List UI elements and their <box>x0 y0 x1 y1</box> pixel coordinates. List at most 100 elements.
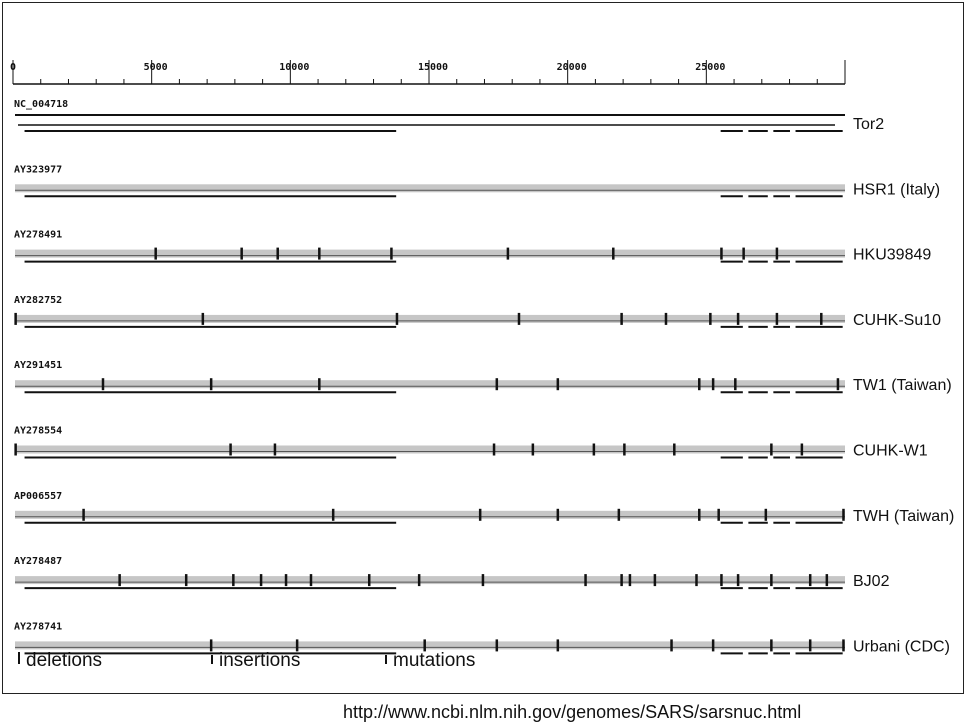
variant-mark <box>808 639 812 652</box>
strain-label: CUHK-W1 <box>853 443 928 460</box>
axis-tick-label: 0 <box>10 62 16 73</box>
genome-track: AY278741 Urbani (CDC) <box>14 621 950 655</box>
genome-bar <box>15 641 845 650</box>
variant-mark <box>417 574 421 587</box>
variant-mark <box>584 574 587 587</box>
deletion-mark-icon <box>18 652 20 664</box>
variant-mark <box>556 639 560 652</box>
variant-mark <box>423 639 426 652</box>
variant-mark <box>209 378 213 391</box>
legend-insertions-label: insertions <box>219 650 301 671</box>
variant-mark <box>770 639 773 652</box>
genome-track: NC_004718 Tor2 <box>14 99 884 133</box>
axis-tick-label: 15000 <box>418 62 448 73</box>
variant-mark <box>842 508 845 521</box>
variant-mark <box>82 508 85 521</box>
variant-mark <box>709 312 712 325</box>
legend-deletions-label: deletions <box>26 650 103 671</box>
variant-mark <box>736 312 740 325</box>
genome-bar <box>15 184 845 193</box>
variant-mark <box>770 443 773 456</box>
variant-mark <box>367 574 371 587</box>
axis-tick-label: 20000 <box>557 62 587 73</box>
variant-mark <box>620 312 623 325</box>
strain-label: HSR1 (Italy) <box>853 181 940 198</box>
genome-bar <box>15 445 845 454</box>
genome-track: AY282752 CUHK-Su10 <box>14 295 941 329</box>
variant-mark <box>14 312 17 325</box>
variant-mark <box>711 639 715 652</box>
genome-track: AY278554 CUHK-W1 <box>14 426 928 460</box>
variant-mark <box>775 312 779 325</box>
variant-mark <box>670 639 673 652</box>
variant-mark <box>154 247 157 260</box>
variant-mark <box>517 312 521 325</box>
variant-mark <box>617 508 621 521</box>
genome-track: AY278487 BJ02 <box>14 556 890 590</box>
variant-mark <box>736 574 740 587</box>
variant-mark <box>770 574 773 587</box>
variant-mark <box>836 378 840 391</box>
genome-bar <box>15 576 845 585</box>
variant-mark <box>506 247 510 260</box>
variant-mark <box>284 574 288 587</box>
variant-mark <box>240 247 243 260</box>
genome-accession: AY278487 <box>14 556 62 567</box>
variant-mark <box>395 312 399 325</box>
position-axis: 0 5000 10000 15000 20000 25000 <box>10 60 846 85</box>
genome-bar <box>15 510 845 519</box>
variant-mark <box>673 443 676 456</box>
axis-tick-label: 5000 <box>144 62 168 73</box>
variant-mark <box>711 378 715 391</box>
axis-tick-label: 25000 <box>695 62 725 73</box>
source-url-link[interactable]: http://www.ncbi.nlm.nih.gov/genomes/SARS… <box>343 702 802 722</box>
variant-mark <box>820 312 823 325</box>
variant-mark <box>318 378 321 391</box>
strain-label: CUHK-Su10 <box>853 312 941 329</box>
variant-mark <box>664 312 668 325</box>
variant-mark <box>808 574 812 587</box>
variant-mark <box>698 508 701 521</box>
variant-mark <box>209 639 213 652</box>
variant-mark <box>825 574 829 587</box>
genome-bar <box>15 314 845 323</box>
variant-mark <box>259 574 263 587</box>
figure-frame <box>2 2 964 694</box>
genome-accession: AP006557 <box>14 491 62 502</box>
variant-mark <box>764 508 768 521</box>
variant-mark <box>742 247 745 260</box>
variant-mark <box>695 574 698 587</box>
genome-accession: AY282752 <box>14 295 62 306</box>
variant-mark <box>331 508 335 521</box>
variant-mark <box>734 378 737 391</box>
variant-mark <box>720 574 723 587</box>
variant-mark <box>775 247 779 260</box>
variant-mark <box>717 508 720 521</box>
strain-label: TW1 (Taiwan) <box>853 377 952 394</box>
genome-accession: NC_004718 <box>14 99 68 110</box>
variant-mark <box>295 639 299 652</box>
genome-accession: AY291451 <box>14 360 62 371</box>
strain-label: Tor2 <box>853 116 884 133</box>
variant-mark <box>531 443 535 456</box>
variant-mark <box>800 443 804 456</box>
genome-bar <box>15 249 845 258</box>
variant-mark <box>118 574 121 587</box>
variant-mark <box>495 639 499 652</box>
genome-bar <box>15 380 845 389</box>
variant-mark <box>232 574 235 587</box>
genome-accession: AY278741 <box>14 621 62 632</box>
legend-insertions: insertions <box>211 650 300 672</box>
genome-track: AY278491 HKU39849 <box>14 230 931 264</box>
variant-mark <box>623 443 626 456</box>
variant-mark <box>698 378 701 391</box>
legend-deletions: deletions <box>18 650 102 672</box>
genome-tracks: NC_004718 Tor2 AY323977 HSR1 (Italy) AY27849… <box>14 99 954 655</box>
variant-mark <box>201 312 205 325</box>
variant-mark <box>481 574 485 587</box>
variant-mark <box>229 443 232 456</box>
genome-accession: AY278491 <box>14 230 62 241</box>
genome-accession: AY323977 <box>14 164 62 175</box>
legend-mutations: mutations <box>385 650 475 672</box>
variant-mark <box>273 443 277 456</box>
